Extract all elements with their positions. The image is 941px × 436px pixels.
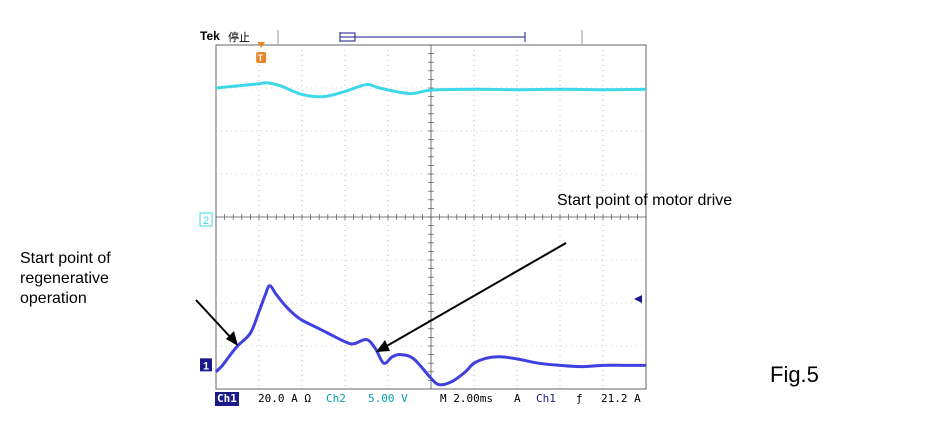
arrow-motor-line [384,242,567,348]
trigger-mode: A [514,392,521,405]
ch1-marker-label: 1 [203,360,209,372]
trigger-slope-icon: ƒ [576,392,583,405]
ch1-label: Ch1 [215,392,239,406]
figure-label: Fig.5 [770,362,819,387]
annotation-motor-drive-start: Start point of motor drive [557,192,733,209]
series-line-ch2 [215,81,647,99]
arrow-motor-head [376,340,390,352]
arrow-regen-head [226,331,238,346]
annotation-line: regenerative [20,270,109,287]
record-window [339,32,356,42]
trigger-level: 21.2 A [601,392,641,405]
ch2-label: Ch2 [326,392,346,405]
ch2-scale: 5.00 V [368,392,408,405]
timebase: M 2.00ms [440,392,493,405]
annotation-line: Start point of [20,250,111,267]
arrow-regen-line [195,299,234,341]
trigger-marker [256,52,267,63]
level-arrow-icon [634,295,642,303]
scope-brand: Tek [200,29,220,43]
waveform-traces [214,81,647,387]
acquisition-state: 停止 [228,32,250,44]
series-line-ch1 [214,284,646,387]
ch2-ground-marker [199,212,213,227]
trigger-source: Ch1 [536,392,556,405]
trigger-arrow-icon [257,42,266,48]
annotation-line: operation [20,290,87,307]
annotation-arrows [195,242,567,352]
ch1-ground-marker [200,358,212,372]
annotation-regenerative-start: Start point of regenerative operation [20,249,160,309]
ch2-marker-label: 2 [203,215,209,227]
oscilloscope-grid [215,44,647,390]
scope-status-bar: Ch1 20.0 A Ω Ch2 5.00 V M 2.00ms A Ch1 ƒ… [214,392,647,406]
trigger-marker-label: T [258,53,264,63]
ch1-scale: 20.0 A Ω [258,392,311,405]
channel-markers: 2 1 T [199,30,642,372]
